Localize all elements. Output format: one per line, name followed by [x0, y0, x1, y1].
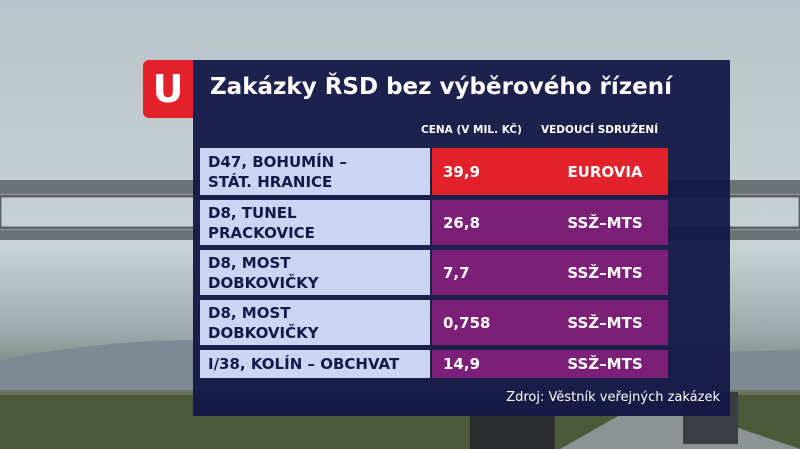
column-header: VEDOUCÍ SDRUŽENÍ — [541, 124, 659, 136]
row-values: 7,7 SSŽ–MTS — [432, 250, 668, 295]
logo: U — [143, 60, 193, 118]
row-name: D8, MOST DOBKOVIČKY — [200, 250, 430, 295]
price: 14,9 — [443, 355, 481, 373]
leader: SSŽ–MTS — [567, 355, 643, 373]
title: Zakázky ŘSD bez výběrového řízení — [210, 74, 672, 100]
source: Zdroj: Věstník veřejných zakázek — [506, 390, 720, 405]
row-values: 14,9 SSŽ–MTS — [432, 350, 668, 378]
price: 7,7 — [443, 263, 470, 282]
row-values: 26,8 SSŽ–MTS — [432, 200, 668, 245]
leader: EUROVIA — [567, 162, 643, 181]
row-name: D8, MOST DOBKOVIČKY — [200, 300, 430, 345]
leader: SSŽ–MTS — [567, 313, 643, 332]
name-line: STÁT. HRANICE — [208, 172, 333, 191]
row-values: 39,9 EUROVIA — [432, 148, 668, 195]
row-name: I/38, KOLÍN – OBCHVAT — [200, 350, 430, 378]
row-name: D8, TUNEL PRACKOVICE — [200, 200, 430, 245]
row-values: 0,758 SSŽ–MTS — [432, 300, 668, 345]
name-line: PRACKOVICE — [208, 223, 315, 242]
column-header: CENA (V MIL. KČ) — [421, 124, 522, 136]
name-line: D8, TUNEL — [208, 203, 297, 222]
name-line: D8, MOST — [208, 303, 291, 322]
price: 39,9 — [443, 162, 481, 181]
name-line: DOBKOVIČKY — [208, 323, 319, 342]
leader: SSŽ–MTS — [567, 263, 643, 282]
name-line: DOBKOVIČKY — [208, 273, 319, 292]
price: 0,758 — [443, 313, 491, 332]
price: 26,8 — [443, 213, 481, 232]
row-name: D47, BOHUMÍN – STÁT. HRANICE — [200, 148, 430, 195]
name-line: D47, BOHUMÍN – — [208, 152, 347, 171]
name-line: D8, MOST — [208, 253, 291, 272]
name-line: I/38, KOLÍN – OBCHVAT — [208, 355, 400, 373]
leader: SSŽ–MTS — [567, 213, 643, 232]
